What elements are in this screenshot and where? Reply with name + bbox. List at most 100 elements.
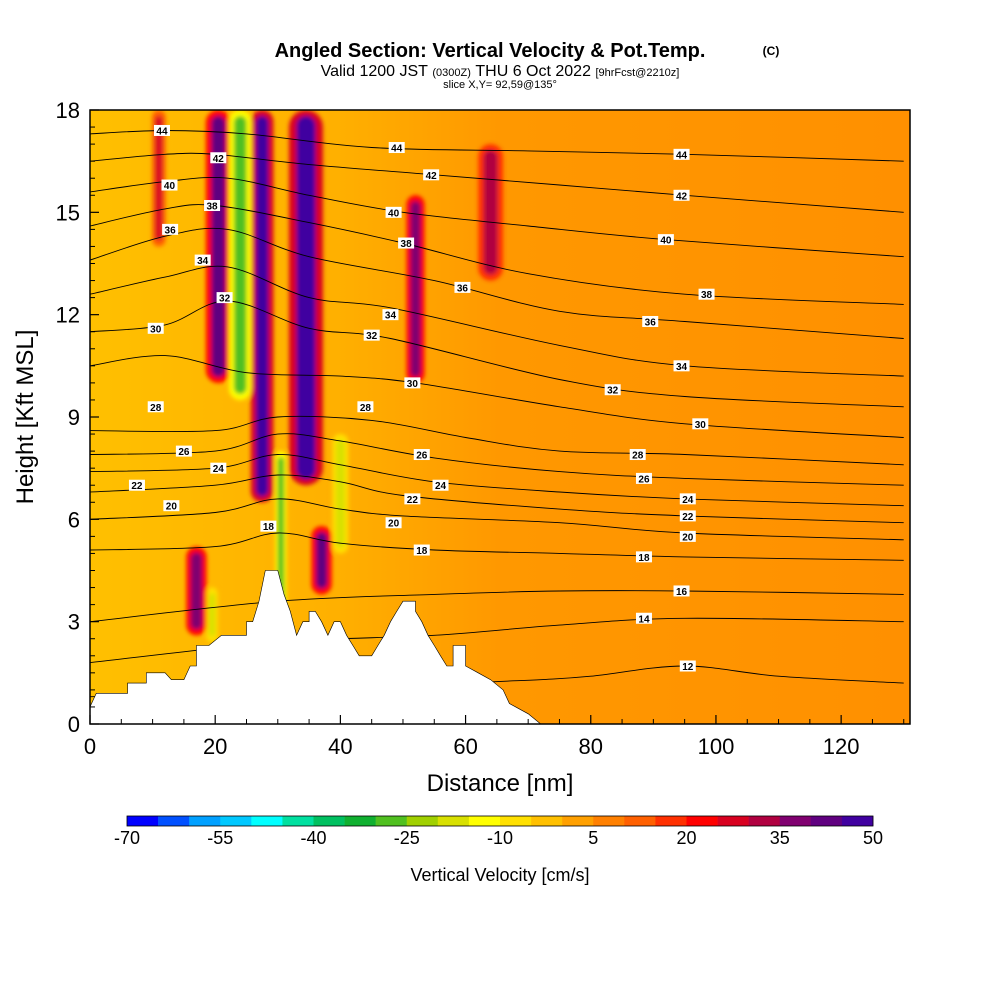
- theta-label-text: 32: [219, 294, 231, 305]
- theta-label: 24: [432, 479, 449, 492]
- theta-label: 24: [679, 493, 696, 506]
- theta-label-box: [210, 462, 227, 474]
- theta-label-text: 20: [388, 519, 400, 530]
- theta-label-box: [413, 544, 430, 556]
- theta-label-box: [363, 329, 380, 341]
- theta-label-box: [657, 234, 674, 246]
- theta-label-box: [413, 449, 430, 461]
- theta-label-text: 42: [213, 154, 225, 165]
- theta-label-text: 30: [150, 324, 162, 335]
- theta-label: 22: [679, 510, 696, 523]
- velocity-feature: [483, 150, 498, 275]
- theta-label-text: 30: [407, 379, 419, 390]
- theta-contour-28: [90, 415, 904, 466]
- theta-label-text: 24: [682, 495, 694, 506]
- velocity-feature: [233, 116, 247, 394]
- theta-label-box: [147, 322, 164, 334]
- theta-label-text: 20: [166, 502, 178, 513]
- theta-label: 26: [175, 445, 192, 458]
- theta-label: 40: [657, 234, 674, 247]
- velocity-feature: [211, 116, 226, 377]
- colorbar-swatch: [158, 816, 190, 826]
- slice-info: slice X,Y= 92,59@135°: [443, 79, 557, 91]
- theta-label-text: 38: [701, 290, 713, 301]
- colorbar-swatch: [251, 816, 283, 826]
- theta-label-box: [385, 206, 402, 218]
- theta-label: 24: [210, 462, 227, 475]
- theta-label-text: 18: [263, 522, 275, 533]
- x-tick-label: 20: [203, 734, 227, 759]
- theta-label: 40: [161, 179, 178, 192]
- theta-label-box: [679, 530, 696, 542]
- theta-label-box: [673, 585, 690, 597]
- x-axis: 0 20 40 60 80 100 120: [84, 715, 905, 759]
- theta-label: 26: [635, 472, 652, 485]
- theta-label-box: [432, 479, 449, 491]
- theta-label-text: 12: [682, 662, 694, 673]
- velocity-feature: [296, 116, 316, 480]
- theta-contour-44: [90, 130, 904, 162]
- theta-label-box: [147, 401, 164, 413]
- theta-label-text: 40: [660, 236, 672, 247]
- theta-label: 44: [153, 124, 170, 137]
- theta-label: 12: [679, 660, 696, 673]
- theta-label-box: [382, 309, 399, 321]
- theta-label-box: [404, 377, 421, 389]
- theta-label-box: [357, 401, 374, 413]
- colorbar-tick-label: -10: [487, 828, 513, 848]
- theta-label-box: [642, 315, 659, 327]
- theta-contour-34: [90, 265, 904, 377]
- theta-label: 36: [162, 223, 179, 236]
- theta-label: 34: [673, 360, 690, 373]
- theta-label-box: [162, 223, 179, 235]
- theta-label: 40: [385, 206, 402, 219]
- theta-label-box: [604, 384, 621, 396]
- theta-label: 18: [635, 551, 652, 564]
- theta-contour-32: [90, 300, 904, 408]
- x-axis-label: Distance [nm]: [427, 770, 574, 797]
- theta-label-text: 26: [638, 474, 650, 485]
- theta-label: 28: [357, 401, 374, 414]
- theta-label: 38: [698, 288, 715, 301]
- theta-label-text: 28: [150, 403, 162, 414]
- theta-label: 38: [398, 237, 415, 250]
- theta-label-box: [698, 288, 715, 300]
- theta-label-text: 44: [391, 144, 403, 155]
- theta-label-box: [388, 142, 405, 154]
- theta-label-text: 16: [676, 587, 688, 598]
- theta-label-text: 24: [435, 481, 447, 492]
- theta-label-box: [161, 179, 178, 191]
- theta-label: 18: [260, 520, 277, 533]
- velocity-feature: [255, 116, 269, 497]
- theta-label-box: [216, 292, 233, 304]
- x-tick-label: 0: [84, 734, 96, 759]
- colorbar-swatch: [593, 816, 625, 826]
- x-tick-label: 100: [698, 734, 735, 759]
- theta-label-text: 22: [131, 481, 143, 492]
- theta-label-box: [692, 418, 709, 430]
- theta-label-box: [128, 479, 145, 491]
- velocity-feature: [190, 552, 203, 630]
- theta-label-text: 18: [416, 546, 428, 557]
- theta-label-box: [423, 169, 440, 181]
- y-tick-label: 9: [68, 405, 80, 430]
- theta-label-text: 24: [213, 464, 225, 475]
- theta-label-text: 30: [695, 420, 707, 431]
- theta-contours: [90, 130, 904, 698]
- theta-label-box: [679, 660, 696, 672]
- theta-label: 22: [404, 493, 421, 506]
- colorbar-swatch: [748, 816, 781, 826]
- theta-label-box: [385, 517, 402, 529]
- theta-label: 38: [204, 200, 221, 213]
- theta-label-box: [679, 493, 696, 505]
- theta-label: 30: [404, 377, 421, 390]
- y-tick-label: 12: [56, 303, 80, 328]
- theta-label-text: 14: [638, 614, 650, 625]
- colorbar-swatch: [500, 816, 532, 826]
- x-tick-label: 120: [823, 734, 860, 759]
- colorbar-swatch: [624, 816, 656, 826]
- theta-label: 28: [147, 401, 164, 414]
- terrain-mask: [90, 570, 910, 724]
- theta-label: 20: [679, 530, 696, 543]
- theta-label-box: [153, 124, 170, 136]
